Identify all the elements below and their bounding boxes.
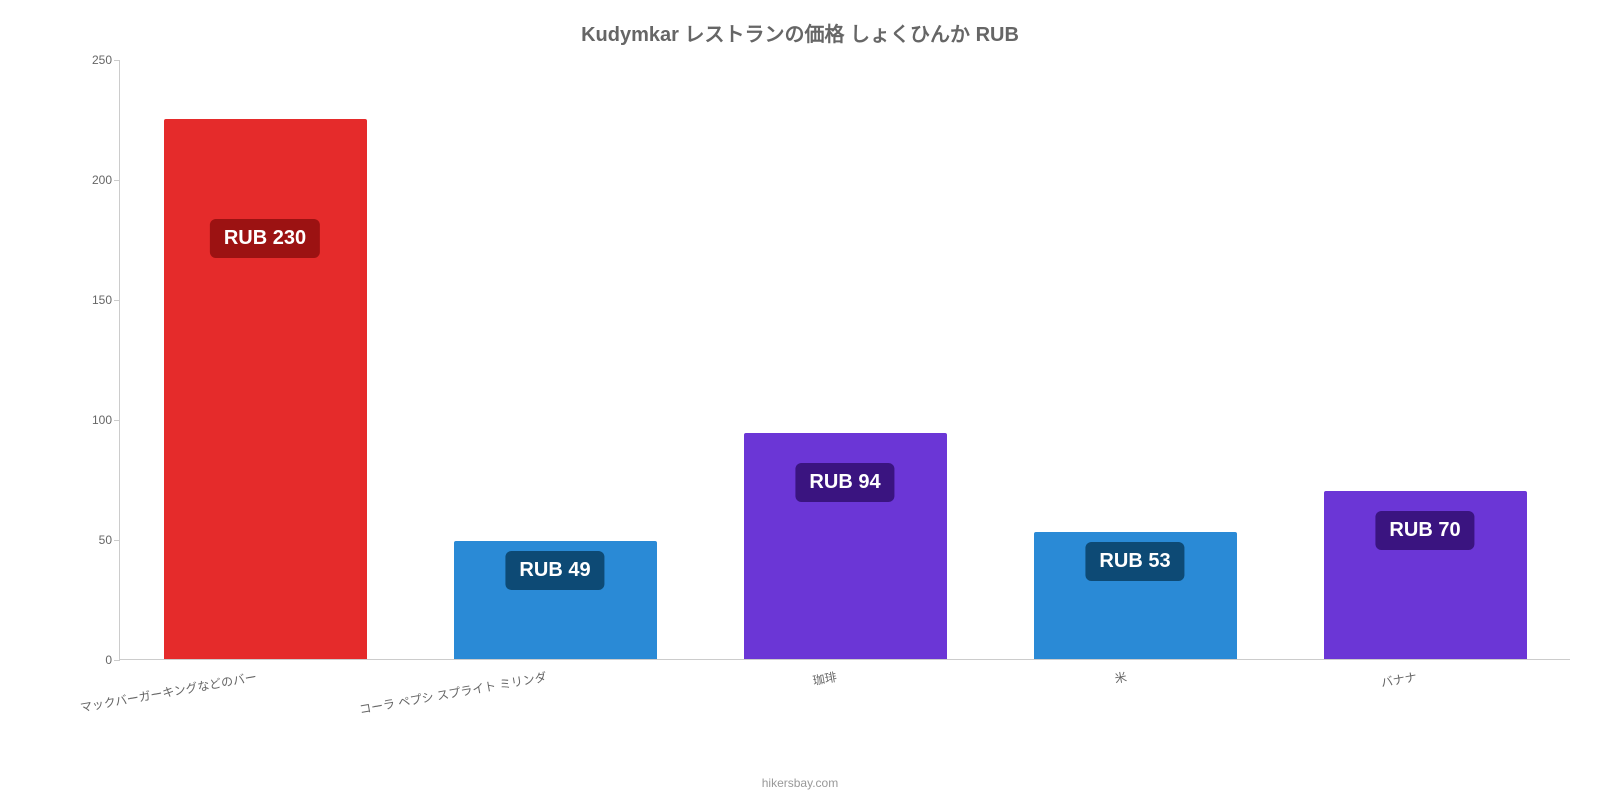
bar-value-label: RUB 53	[1085, 542, 1184, 581]
x-tick-label: 米	[1113, 668, 1128, 687]
bar: RUB 230	[164, 119, 367, 659]
bar-slot: RUB 49	[410, 60, 700, 659]
bar: RUB 53	[1034, 532, 1237, 659]
y-tick-label: 0	[80, 653, 112, 667]
chart-area: 050100150200250 RUB 230RUB 49RUB 94RUB 5…	[80, 60, 1570, 700]
x-tick-label: 珈琲	[811, 668, 838, 689]
y-tick-label: 150	[80, 293, 112, 307]
bar-value-label: RUB 49	[505, 551, 604, 590]
bar: RUB 70	[1324, 491, 1527, 659]
bar-slot: RUB 230	[120, 60, 410, 659]
y-tick-label: 100	[80, 413, 112, 427]
y-tick-label: 200	[80, 173, 112, 187]
plot-area: RUB 230 RUB 49 RUB 94 RUB 53 RUB 70	[120, 60, 1570, 660]
bar-value-label: RUB 230	[210, 219, 320, 258]
bar-value-label: RUB 94	[795, 463, 894, 502]
x-axis-labels: マックバーガーキングなどのバーコーラ ペプシ スプライト ミリンダ珈琲米バナナ	[120, 660, 1570, 700]
x-tick-label: バナナ	[1380, 668, 1418, 691]
bars-container: RUB 230 RUB 49 RUB 94 RUB 53 RUB 70	[120, 60, 1570, 659]
chart-title: Kudymkar レストランの価格 しょくひんか RUB	[0, 0, 1600, 57]
bar-slot: RUB 70	[1280, 60, 1570, 659]
bar: RUB 94	[744, 433, 947, 659]
bar-value-label: RUB 70	[1375, 511, 1474, 550]
credit-text: hikersbay.com	[0, 776, 1600, 790]
bar-slot: RUB 94	[700, 60, 990, 659]
y-axis: 050100150200250	[80, 60, 120, 660]
bar: RUB 49	[454, 541, 657, 659]
y-tick-label: 50	[80, 533, 112, 547]
x-tick-label: マックバーガーキングなどのバー	[79, 668, 258, 716]
y-tick-label: 250	[80, 53, 112, 67]
bar-slot: RUB 53	[990, 60, 1280, 659]
x-tick-label: コーラ ペプシ スプライト ミリンダ	[358, 668, 548, 718]
